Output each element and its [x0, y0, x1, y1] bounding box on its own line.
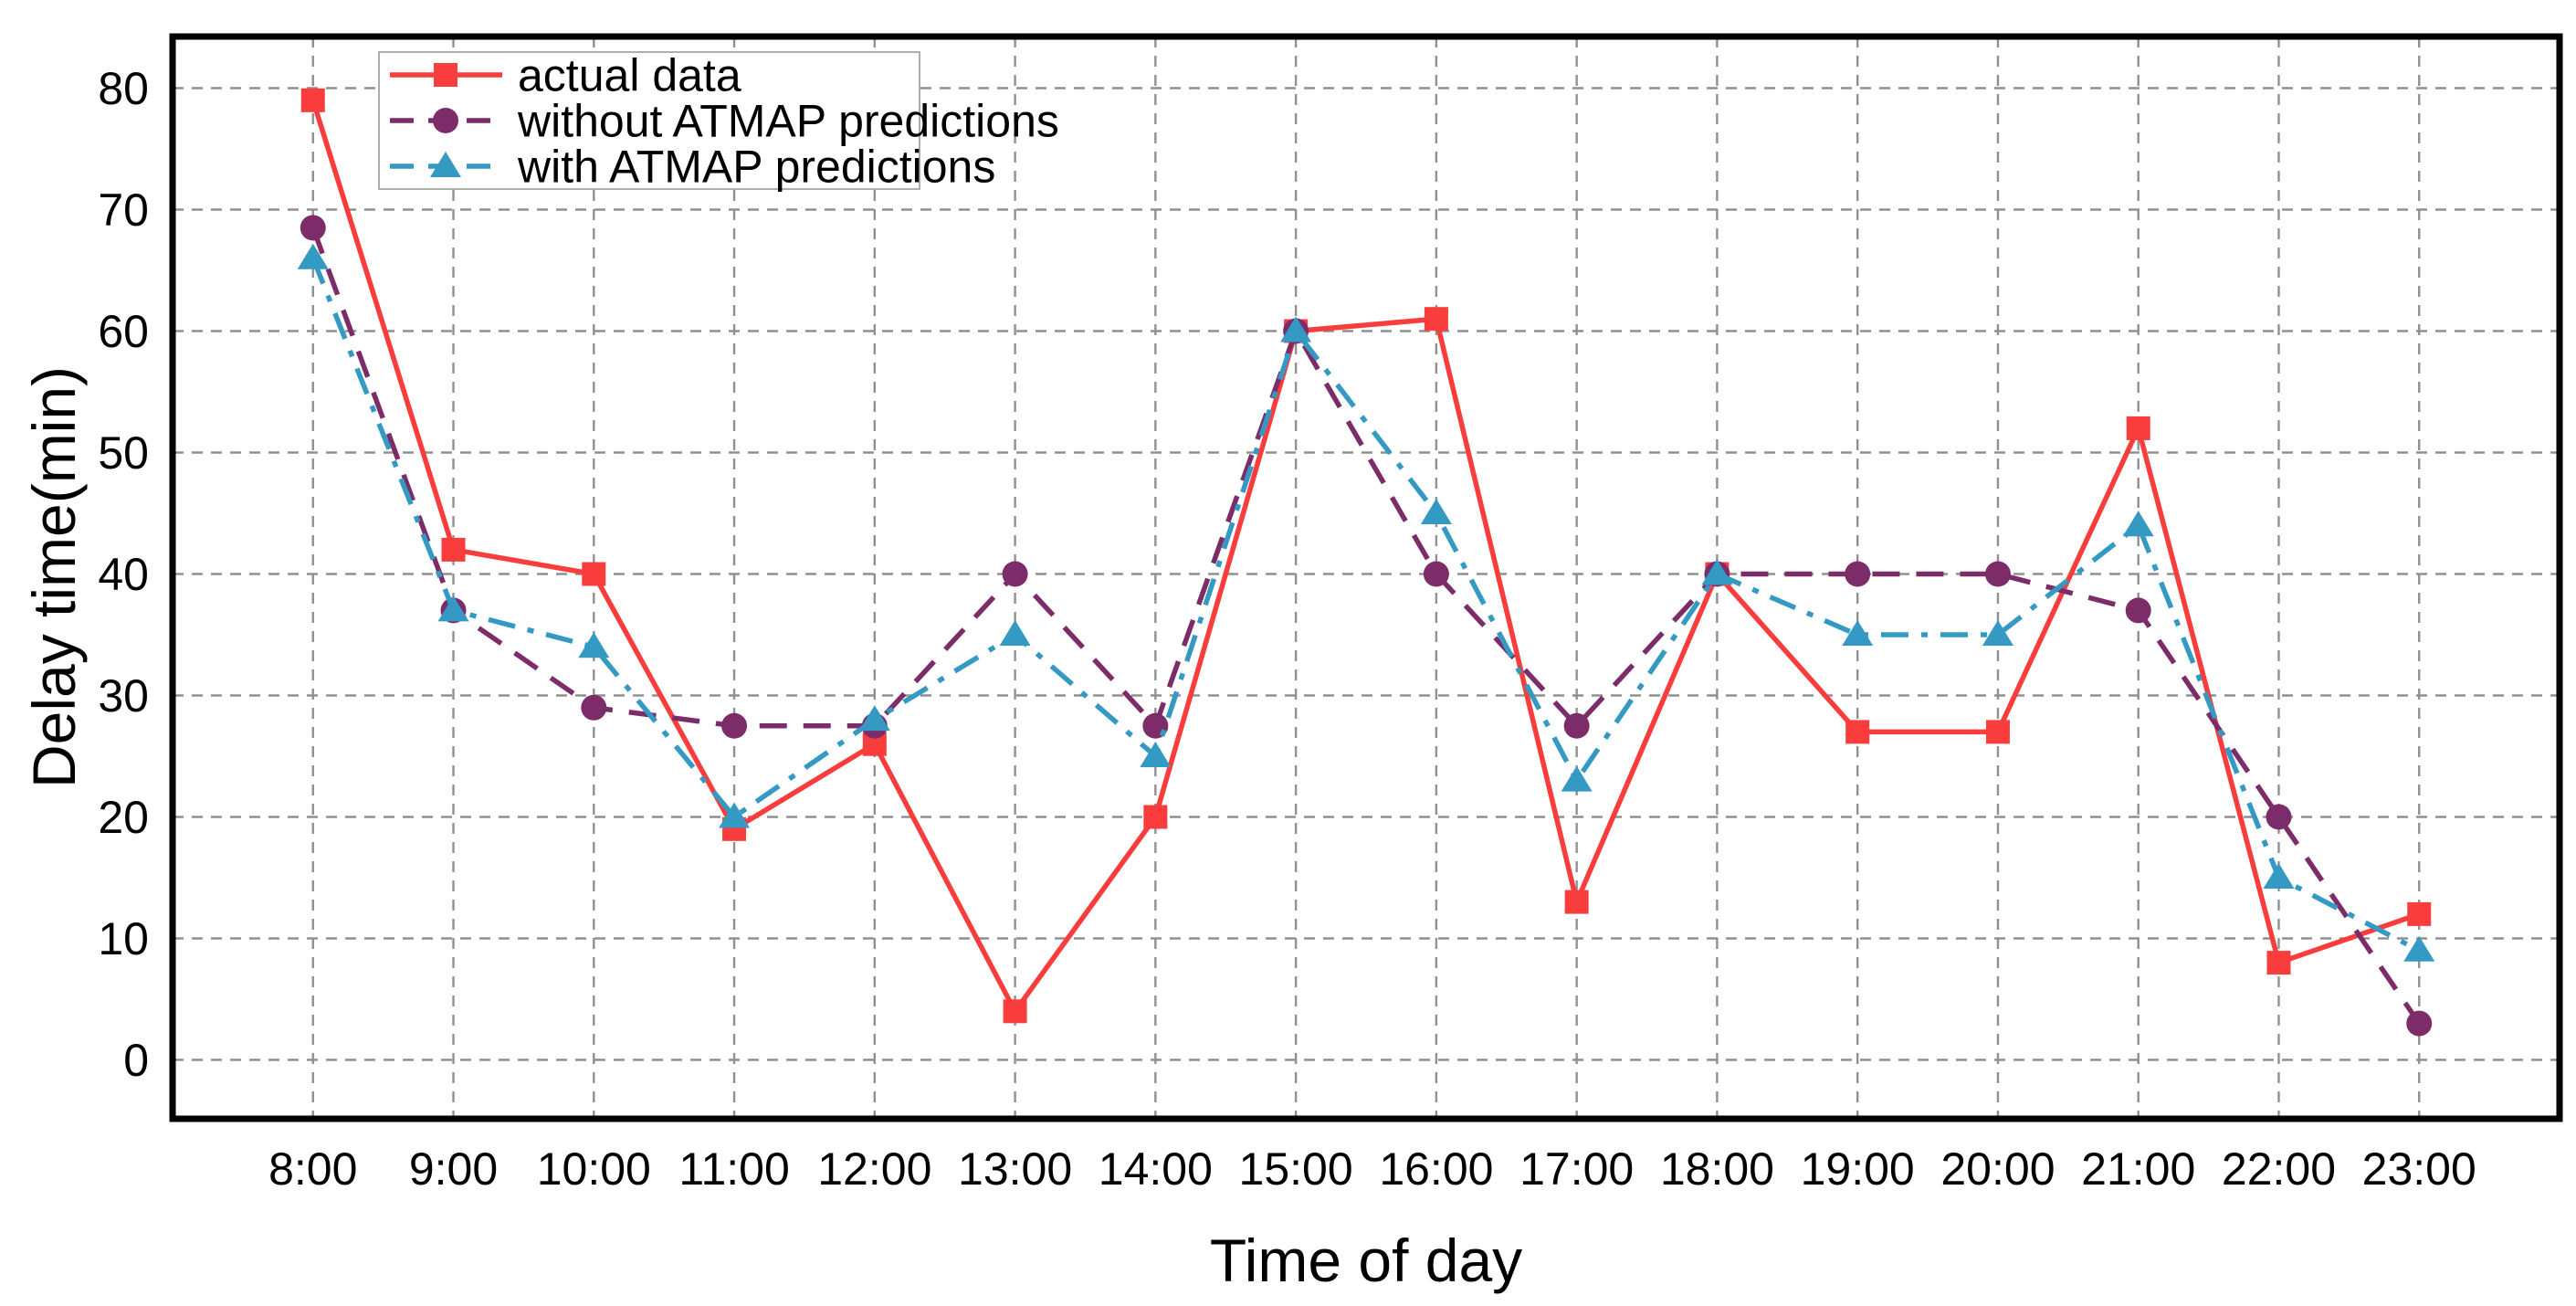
- legend-entry: without ATMAP predictions: [390, 96, 1059, 147]
- y-tick-label: 20: [98, 792, 149, 843]
- square-marker: [1985, 720, 2010, 744]
- triangle-marker: [430, 152, 461, 177]
- series-line: [310, 257, 2421, 953]
- x-axis-title: Time of day: [1210, 1227, 1522, 1294]
- triangle-marker: [719, 802, 751, 828]
- x-tick-label: 10:00: [537, 1143, 651, 1195]
- circle-marker: [581, 694, 607, 721]
- x-tick-label: 22:00: [2222, 1143, 2336, 1195]
- triangle-marker: [2122, 511, 2154, 537]
- circle-marker: [2125, 597, 2151, 624]
- x-tick-label: 8:00: [268, 1143, 357, 1195]
- y-tick-label: 70: [98, 184, 149, 236]
- y-tick-label: 50: [98, 427, 149, 479]
- triangle-marker: [578, 632, 610, 658]
- square-marker: [1003, 999, 1027, 1024]
- legend-entry: actual data: [390, 50, 741, 101]
- legend-label: actual data: [518, 50, 741, 101]
- square-marker: [441, 537, 466, 562]
- triangle-marker: [999, 620, 1031, 646]
- triangle-marker: [1280, 316, 1312, 342]
- x-tick-label: 14:00: [1099, 1143, 1213, 1195]
- circle-marker: [1845, 561, 1871, 587]
- y-axis-title: Delay time(min): [20, 366, 88, 788]
- gridlines: [173, 37, 2560, 1119]
- y-tick-label: 60: [98, 306, 149, 357]
- triangle-marker: [1982, 620, 2013, 646]
- legend-label: with ATMAP predictions: [517, 142, 995, 193]
- triangle-marker: [1420, 499, 1452, 524]
- plot-frame: [169, 33, 2563, 1122]
- circle-marker: [2266, 804, 2292, 830]
- square-marker: [2126, 416, 2150, 440]
- circle-marker: [433, 108, 458, 133]
- triangle-marker: [1561, 765, 1593, 792]
- circle-marker: [1984, 561, 2011, 587]
- x-tick-label: 11:00: [678, 1143, 789, 1195]
- x-tick-label: 18:00: [1660, 1143, 1774, 1195]
- triangle-marker: [1140, 742, 1172, 767]
- triangle-marker: [1842, 620, 1874, 646]
- circle-marker: [300, 215, 326, 241]
- legend-entry: with ATMAP predictions: [390, 142, 995, 193]
- tick-labels: 0 10 20 30 40 50 60 70 80 8:00 9:00 10:00 11:00 12:00…: [98, 63, 2476, 1195]
- circle-marker: [2406, 1010, 2433, 1037]
- x-tick-label: 17:00: [1519, 1143, 1634, 1195]
- data-series: [297, 88, 2435, 1037]
- square-marker: [2407, 901, 2432, 926]
- square-marker: [1143, 805, 1168, 829]
- x-tick-label: 16:00: [1379, 1143, 1493, 1195]
- x-tick-label: 13:00: [958, 1143, 1072, 1195]
- x-tick-label: 15:00: [1239, 1143, 1353, 1195]
- circle-marker: [1563, 712, 1590, 739]
- y-tick-label: 30: [98, 670, 149, 721]
- square-marker: [1564, 890, 1589, 914]
- series-actual-data: [300, 88, 2432, 1024]
- circle-marker: [721, 712, 748, 739]
- x-tick-label: 20:00: [1940, 1143, 2055, 1195]
- square-marker: [2266, 951, 2291, 975]
- legend-label: without ATMAP predictions: [517, 96, 1059, 147]
- triangle-marker: [2263, 863, 2295, 889]
- square-marker: [582, 562, 606, 586]
- x-tick-label: 19:00: [1801, 1143, 1915, 1195]
- x-tick-label: 12:00: [817, 1143, 931, 1195]
- triangle-marker: [2403, 935, 2435, 962]
- y-tick-label: 10: [98, 913, 149, 964]
- triangle-marker: [437, 595, 469, 622]
- circle-marker: [1423, 561, 1449, 587]
- triangle-marker: [297, 243, 329, 269]
- series-line: [310, 226, 2422, 1026]
- x-tick-label: 23:00: [2362, 1143, 2476, 1195]
- square-marker: [300, 88, 325, 112]
- square-marker: [1424, 307, 1448, 332]
- triangle-marker: [858, 705, 890, 732]
- y-tick-label: 80: [98, 63, 149, 114]
- x-tick-label: 21:00: [2081, 1143, 2195, 1195]
- square-marker: [434, 63, 457, 87]
- x-tick-label: 9:00: [409, 1143, 498, 1195]
- y-tick-label: 40: [98, 549, 149, 600]
- triangle-marker: [1701, 559, 1733, 585]
- circle-marker: [1002, 561, 1028, 587]
- y-tick-label: 0: [123, 1035, 149, 1086]
- series-with-ATMAP-predictions: [297, 243, 2435, 962]
- series-line: [310, 99, 2421, 1016]
- square-marker: [1845, 720, 1870, 744]
